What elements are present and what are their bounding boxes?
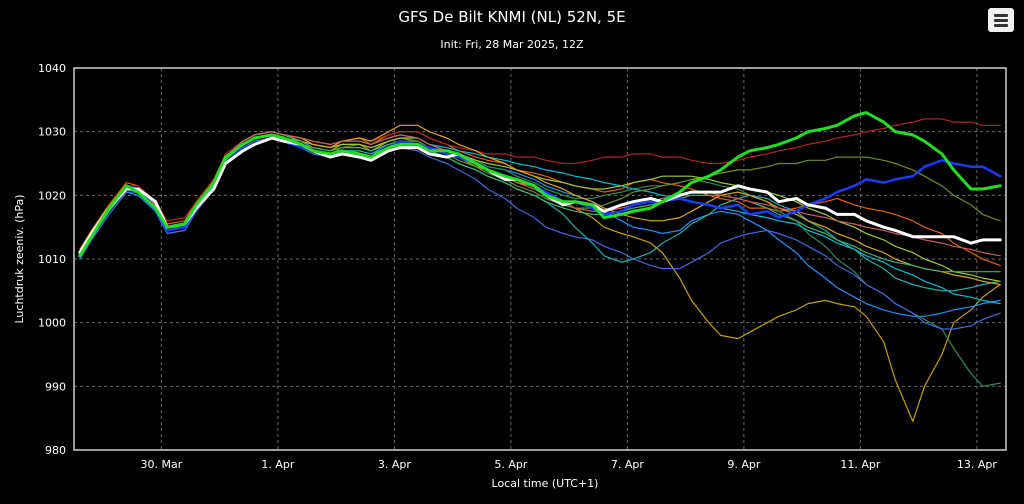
x-tick-label: 30. Mar <box>141 458 183 471</box>
plot-frame <box>73 67 1007 451</box>
y-tick-label: 990 <box>45 380 66 393</box>
x-tick-label: 9. Apr <box>727 458 760 471</box>
y-axis-label: Luchtdruk zeeniv. (hPa) <box>13 194 26 323</box>
x-tick-label: 13. Apr <box>957 458 997 471</box>
x-axis-label: Local time (UTC+1) <box>492 477 599 490</box>
series-line-15 <box>79 131 1001 257</box>
y-axis-ticks: 980 990 1000 1010 1020 1030 1040 <box>38 62 66 457</box>
x-tick-label: 7. Apr <box>611 458 644 471</box>
x-tick-label: 3. Apr <box>378 458 411 471</box>
y-tick-label: 1000 <box>38 317 66 330</box>
series-group <box>78 111 1002 422</box>
y-tick-label: 980 <box>45 444 66 457</box>
y-tick-label: 1010 <box>38 253 66 266</box>
chart-title: GFS De Bilt KNMI (NL) 52N, 5E <box>398 8 625 26</box>
menu-hamburger-button[interactable] <box>988 8 1014 32</box>
series-line-14 <box>79 131 1001 273</box>
x-tick-label: 11. Apr <box>840 458 880 471</box>
y-tick-label: 1040 <box>38 62 66 75</box>
y-tick-label: 1030 <box>38 126 66 139</box>
series-line-8 <box>79 118 1001 254</box>
y-tick-label: 1020 <box>38 189 66 202</box>
chart-subtitle: Init: Fri, 28 Mar 2025, 12Z <box>440 38 584 51</box>
x-axis-ticks: 30. Mar 1. Apr 3. Apr 5. Apr 7. Apr 9. Apr 11.… <box>141 458 998 471</box>
series-line-5 <box>79 137 1001 317</box>
x-tick-label: 5. Apr <box>494 458 527 471</box>
series-line-10 <box>79 137 1001 330</box>
x-tick-label: 1. Apr <box>261 458 294 471</box>
series-line-1 <box>78 111 1002 258</box>
series-line-13 <box>79 124 1001 286</box>
